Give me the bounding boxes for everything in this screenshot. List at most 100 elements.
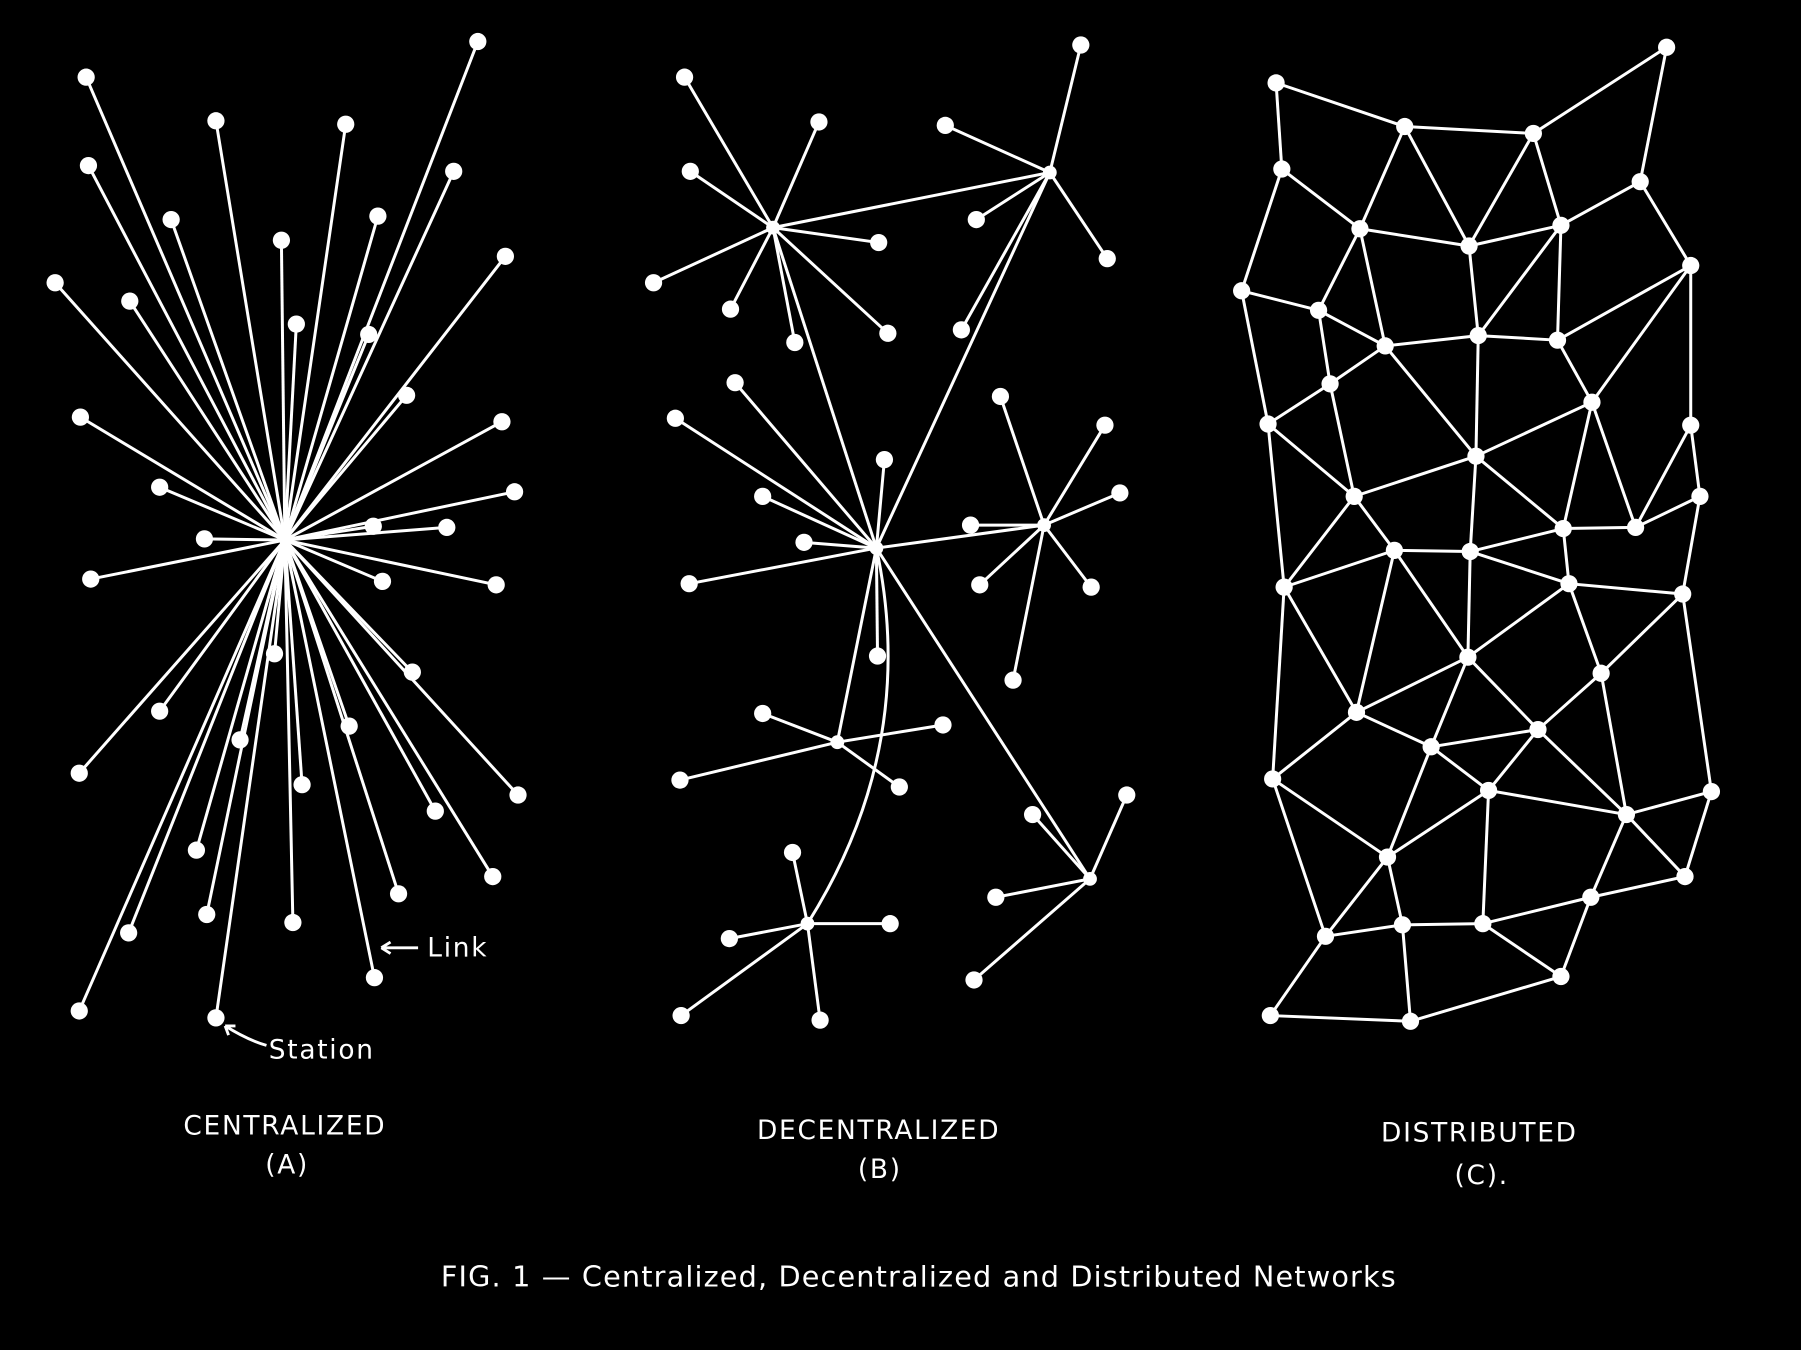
link: [1626, 790, 1712, 816]
station: [1401, 1012, 1420, 1030]
link: [1600, 592, 1684, 675]
link: [791, 852, 809, 924]
link: [1561, 528, 1571, 584]
station: [1309, 301, 1328, 319]
link: [1469, 527, 1564, 553]
link: [1625, 813, 1687, 878]
link: [978, 524, 1046, 586]
link: [283, 255, 507, 541]
station: [1098, 250, 1116, 268]
station: [1552, 216, 1570, 234]
link: [1599, 673, 1628, 815]
link: [1430, 745, 1490, 792]
link: [1088, 794, 1129, 880]
station: [766, 220, 780, 235]
link: [1386, 789, 1490, 859]
link: [283, 333, 371, 541]
link: [1474, 455, 1565, 530]
link: [688, 546, 877, 586]
link: [944, 124, 1051, 174]
link: [835, 547, 878, 743]
link: [1240, 290, 1270, 425]
link: [1386, 746, 1433, 858]
station: [1316, 927, 1335, 945]
link: [1590, 875, 1686, 899]
link: [1487, 728, 1540, 792]
station: [1554, 519, 1572, 538]
link: [803, 540, 877, 550]
link: [674, 417, 878, 550]
link: [283, 539, 376, 978]
link: [1477, 224, 1563, 337]
stations: [46, 32, 1721, 1030]
link: [1353, 454, 1477, 498]
station: [1376, 337, 1394, 355]
station: [1264, 770, 1282, 788]
link: [652, 226, 774, 285]
station: [965, 971, 983, 989]
station: [231, 731, 249, 749]
station: [1459, 648, 1477, 666]
link: [837, 723, 944, 744]
station: [1259, 415, 1277, 433]
panel-label: (C).: [1455, 1160, 1509, 1191]
link: [284, 538, 384, 583]
link: [689, 170, 774, 229]
station: [272, 231, 291, 249]
station: [1582, 888, 1600, 906]
link: [1328, 383, 1356, 497]
link: [1240, 168, 1284, 292]
station: [151, 478, 169, 496]
link: [973, 877, 1091, 982]
link: [1324, 856, 1389, 938]
station: [487, 576, 505, 594]
panel-title: DECENTRALIZED: [757, 1115, 1000, 1146]
station: [934, 716, 952, 734]
link: [283, 124, 348, 541]
link: [1556, 225, 1563, 341]
link: [1282, 495, 1356, 589]
link: [1355, 655, 1469, 714]
link: [1329, 344, 1387, 386]
station: [721, 300, 740, 318]
link: [1466, 656, 1540, 731]
station: [1676, 867, 1694, 886]
station: [795, 533, 813, 551]
station: [1583, 393, 1601, 411]
link: [1042, 424, 1107, 526]
link: [1402, 922, 1483, 927]
station: [1674, 585, 1692, 603]
station: [46, 274, 64, 292]
link: [1048, 44, 1083, 173]
link: [1385, 334, 1479, 348]
link: [1271, 777, 1389, 859]
link: [683, 76, 775, 229]
station: [675, 68, 694, 86]
link: [1469, 550, 1570, 586]
link: [771, 227, 878, 549]
station: [1345, 487, 1363, 506]
link: [1317, 309, 1386, 348]
link: [1532, 46, 1668, 135]
link: [875, 547, 1092, 880]
station: [1592, 664, 1610, 682]
link: [1275, 81, 1406, 128]
link: [874, 459, 886, 549]
station: [800, 916, 815, 931]
link: [875, 171, 1052, 549]
station: [1548, 331, 1567, 349]
link: [283, 539, 520, 797]
station: [1552, 967, 1570, 986]
link: [1556, 339, 1594, 403]
link: [1267, 382, 1331, 426]
link: [1482, 895, 1592, 926]
link: [1317, 310, 1332, 385]
link: [283, 394, 408, 542]
link-label: Link: [427, 932, 488, 963]
link: [1043, 491, 1121, 527]
station: [1524, 124, 1542, 143]
link: [1270, 1014, 1411, 1023]
link: [1467, 245, 1480, 336]
link: [284, 490, 515, 542]
station: [493, 413, 511, 431]
